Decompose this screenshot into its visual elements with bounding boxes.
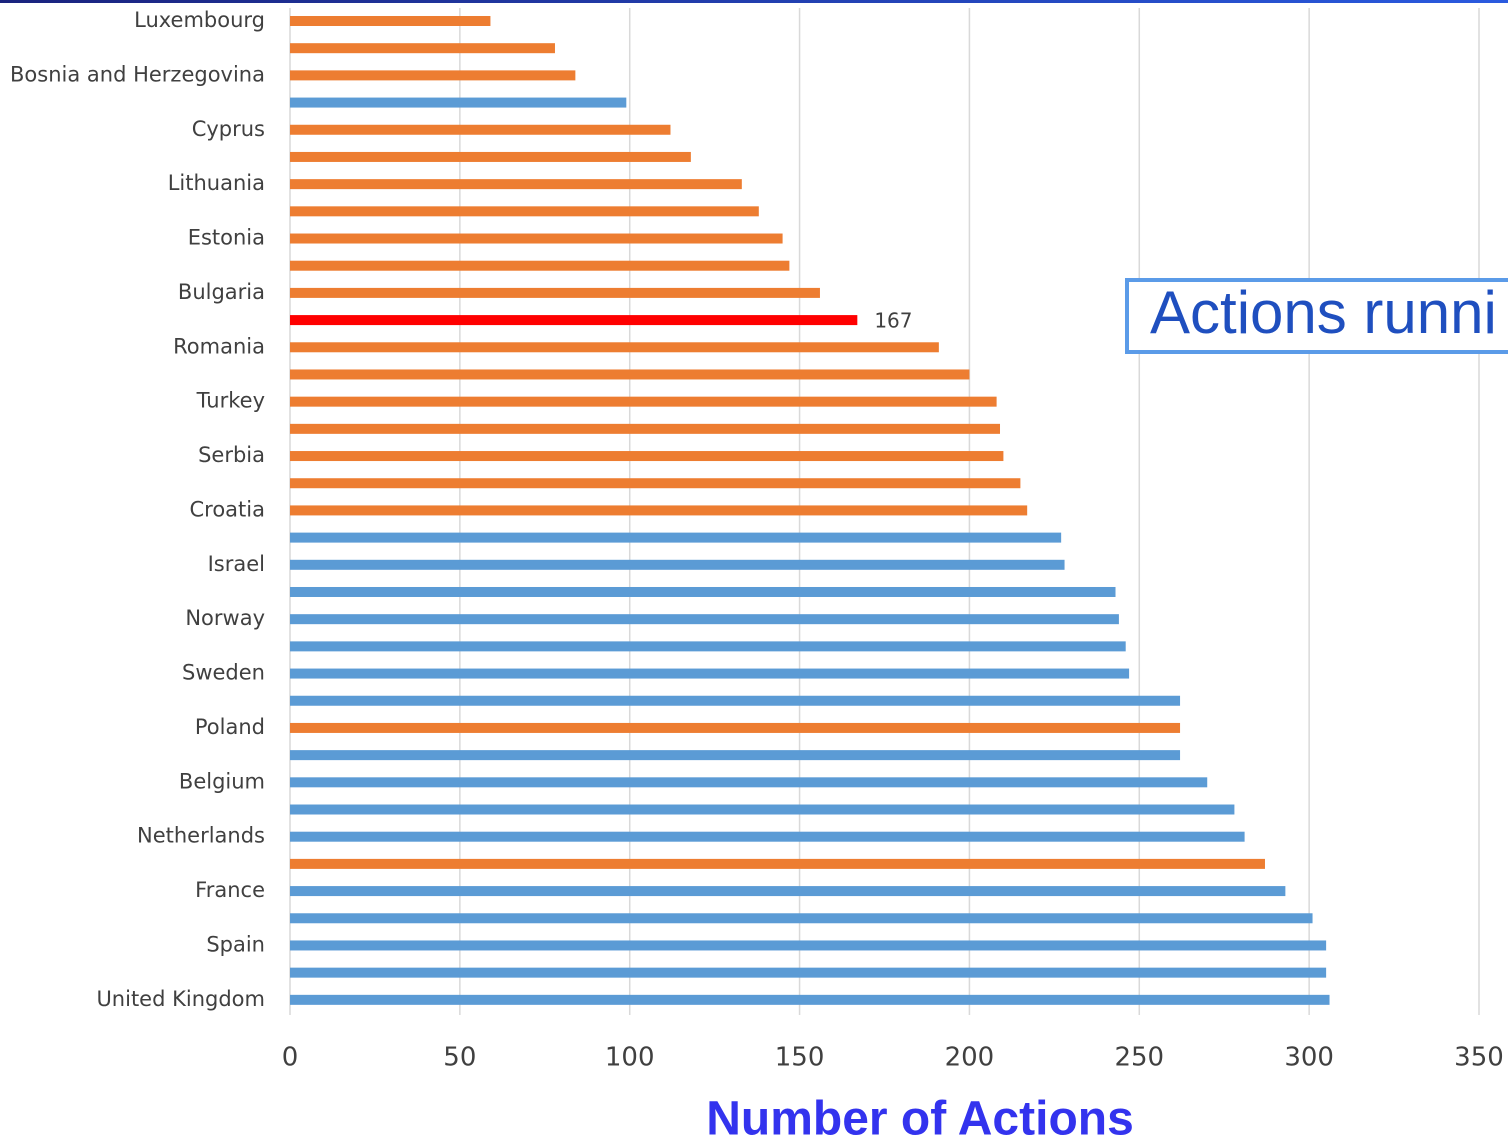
bar bbox=[290, 124, 671, 135]
y-tick-label: Luxembourg bbox=[134, 8, 265, 32]
bar bbox=[290, 423, 1001, 434]
y-tick-label: Sweden bbox=[182, 661, 265, 685]
bar bbox=[290, 342, 939, 353]
bar bbox=[290, 206, 759, 217]
y-tick-label: Poland bbox=[195, 715, 265, 739]
y-tick-label: Serbia bbox=[198, 443, 265, 467]
x-tick-label: 250 bbox=[1114, 1043, 1164, 1073]
x-tick-label: 100 bbox=[605, 1043, 655, 1073]
y-tick-label: Lithuania bbox=[168, 171, 265, 195]
bar bbox=[290, 967, 1327, 978]
y-tick-label: Belgium bbox=[179, 769, 265, 793]
x-tick-label: 150 bbox=[775, 1043, 825, 1073]
bar bbox=[290, 940, 1327, 951]
bar bbox=[290, 179, 742, 190]
bar bbox=[290, 532, 1062, 543]
bar bbox=[290, 70, 576, 81]
bar bbox=[290, 994, 1330, 1005]
y-tick-label: France bbox=[195, 878, 265, 902]
y-tick-label: Romania bbox=[173, 334, 265, 358]
bar bbox=[290, 260, 790, 271]
bar bbox=[290, 43, 555, 54]
bar bbox=[290, 287, 820, 298]
bars: Luxembourg Bosnia and Herzegovina Cyprus Li… bbox=[10, 8, 1330, 1011]
y-tick-label: Bulgaria bbox=[178, 280, 265, 304]
y-tick-label: Croatia bbox=[190, 497, 266, 521]
bar bbox=[290, 559, 1065, 570]
bar bbox=[290, 668, 1130, 679]
bar bbox=[290, 858, 1265, 869]
bar bbox=[290, 831, 1245, 842]
annotation-box bbox=[1125, 278, 1508, 354]
bar bbox=[290, 641, 1126, 652]
bar bbox=[290, 886, 1286, 897]
x-tick-label: 200 bbox=[945, 1043, 995, 1073]
bar bbox=[290, 233, 783, 244]
bar bbox=[290, 614, 1119, 625]
bar bbox=[290, 151, 691, 162]
y-tick-label: Norway bbox=[185, 606, 265, 630]
y-tick-label: Spain bbox=[206, 932, 265, 956]
bar bbox=[290, 777, 1208, 788]
bar bbox=[290, 586, 1116, 597]
bar bbox=[290, 369, 970, 380]
x-tick-label: 50 bbox=[443, 1043, 476, 1073]
y-tick-label: Cyprus bbox=[192, 117, 265, 141]
bar bbox=[290, 804, 1235, 815]
x-tick-label: 300 bbox=[1284, 1043, 1334, 1073]
y-tick-label: Netherlands bbox=[137, 824, 265, 848]
y-tick-label: Turkey bbox=[196, 389, 265, 413]
bar bbox=[290, 722, 1181, 733]
bar bbox=[290, 913, 1313, 924]
x-axis-title: Number of Actions bbox=[706, 1093, 1134, 1146]
y-tick-label: United Kingdom bbox=[96, 987, 265, 1011]
y-tick-label: Bosnia and Herzegovina bbox=[10, 62, 265, 86]
bar bbox=[290, 16, 491, 26]
y-tick-label: Israel bbox=[208, 552, 265, 576]
bar bbox=[290, 478, 1021, 489]
bar bbox=[290, 505, 1028, 516]
annotation: Actions runni bbox=[1150, 279, 1497, 346]
data-label: 167 bbox=[874, 309, 912, 333]
x-tick-label: 350 bbox=[1454, 1043, 1504, 1073]
bar bbox=[290, 97, 627, 108]
y-tick-label: Estonia bbox=[188, 226, 265, 250]
bar bbox=[290, 396, 997, 407]
top-rule bbox=[0, 0, 1508, 3]
bar bbox=[290, 315, 858, 326]
bar bbox=[290, 695, 1181, 706]
x-tick-label: 0 bbox=[282, 1043, 299, 1073]
bar bbox=[290, 451, 1004, 462]
bar bbox=[290, 750, 1181, 761]
